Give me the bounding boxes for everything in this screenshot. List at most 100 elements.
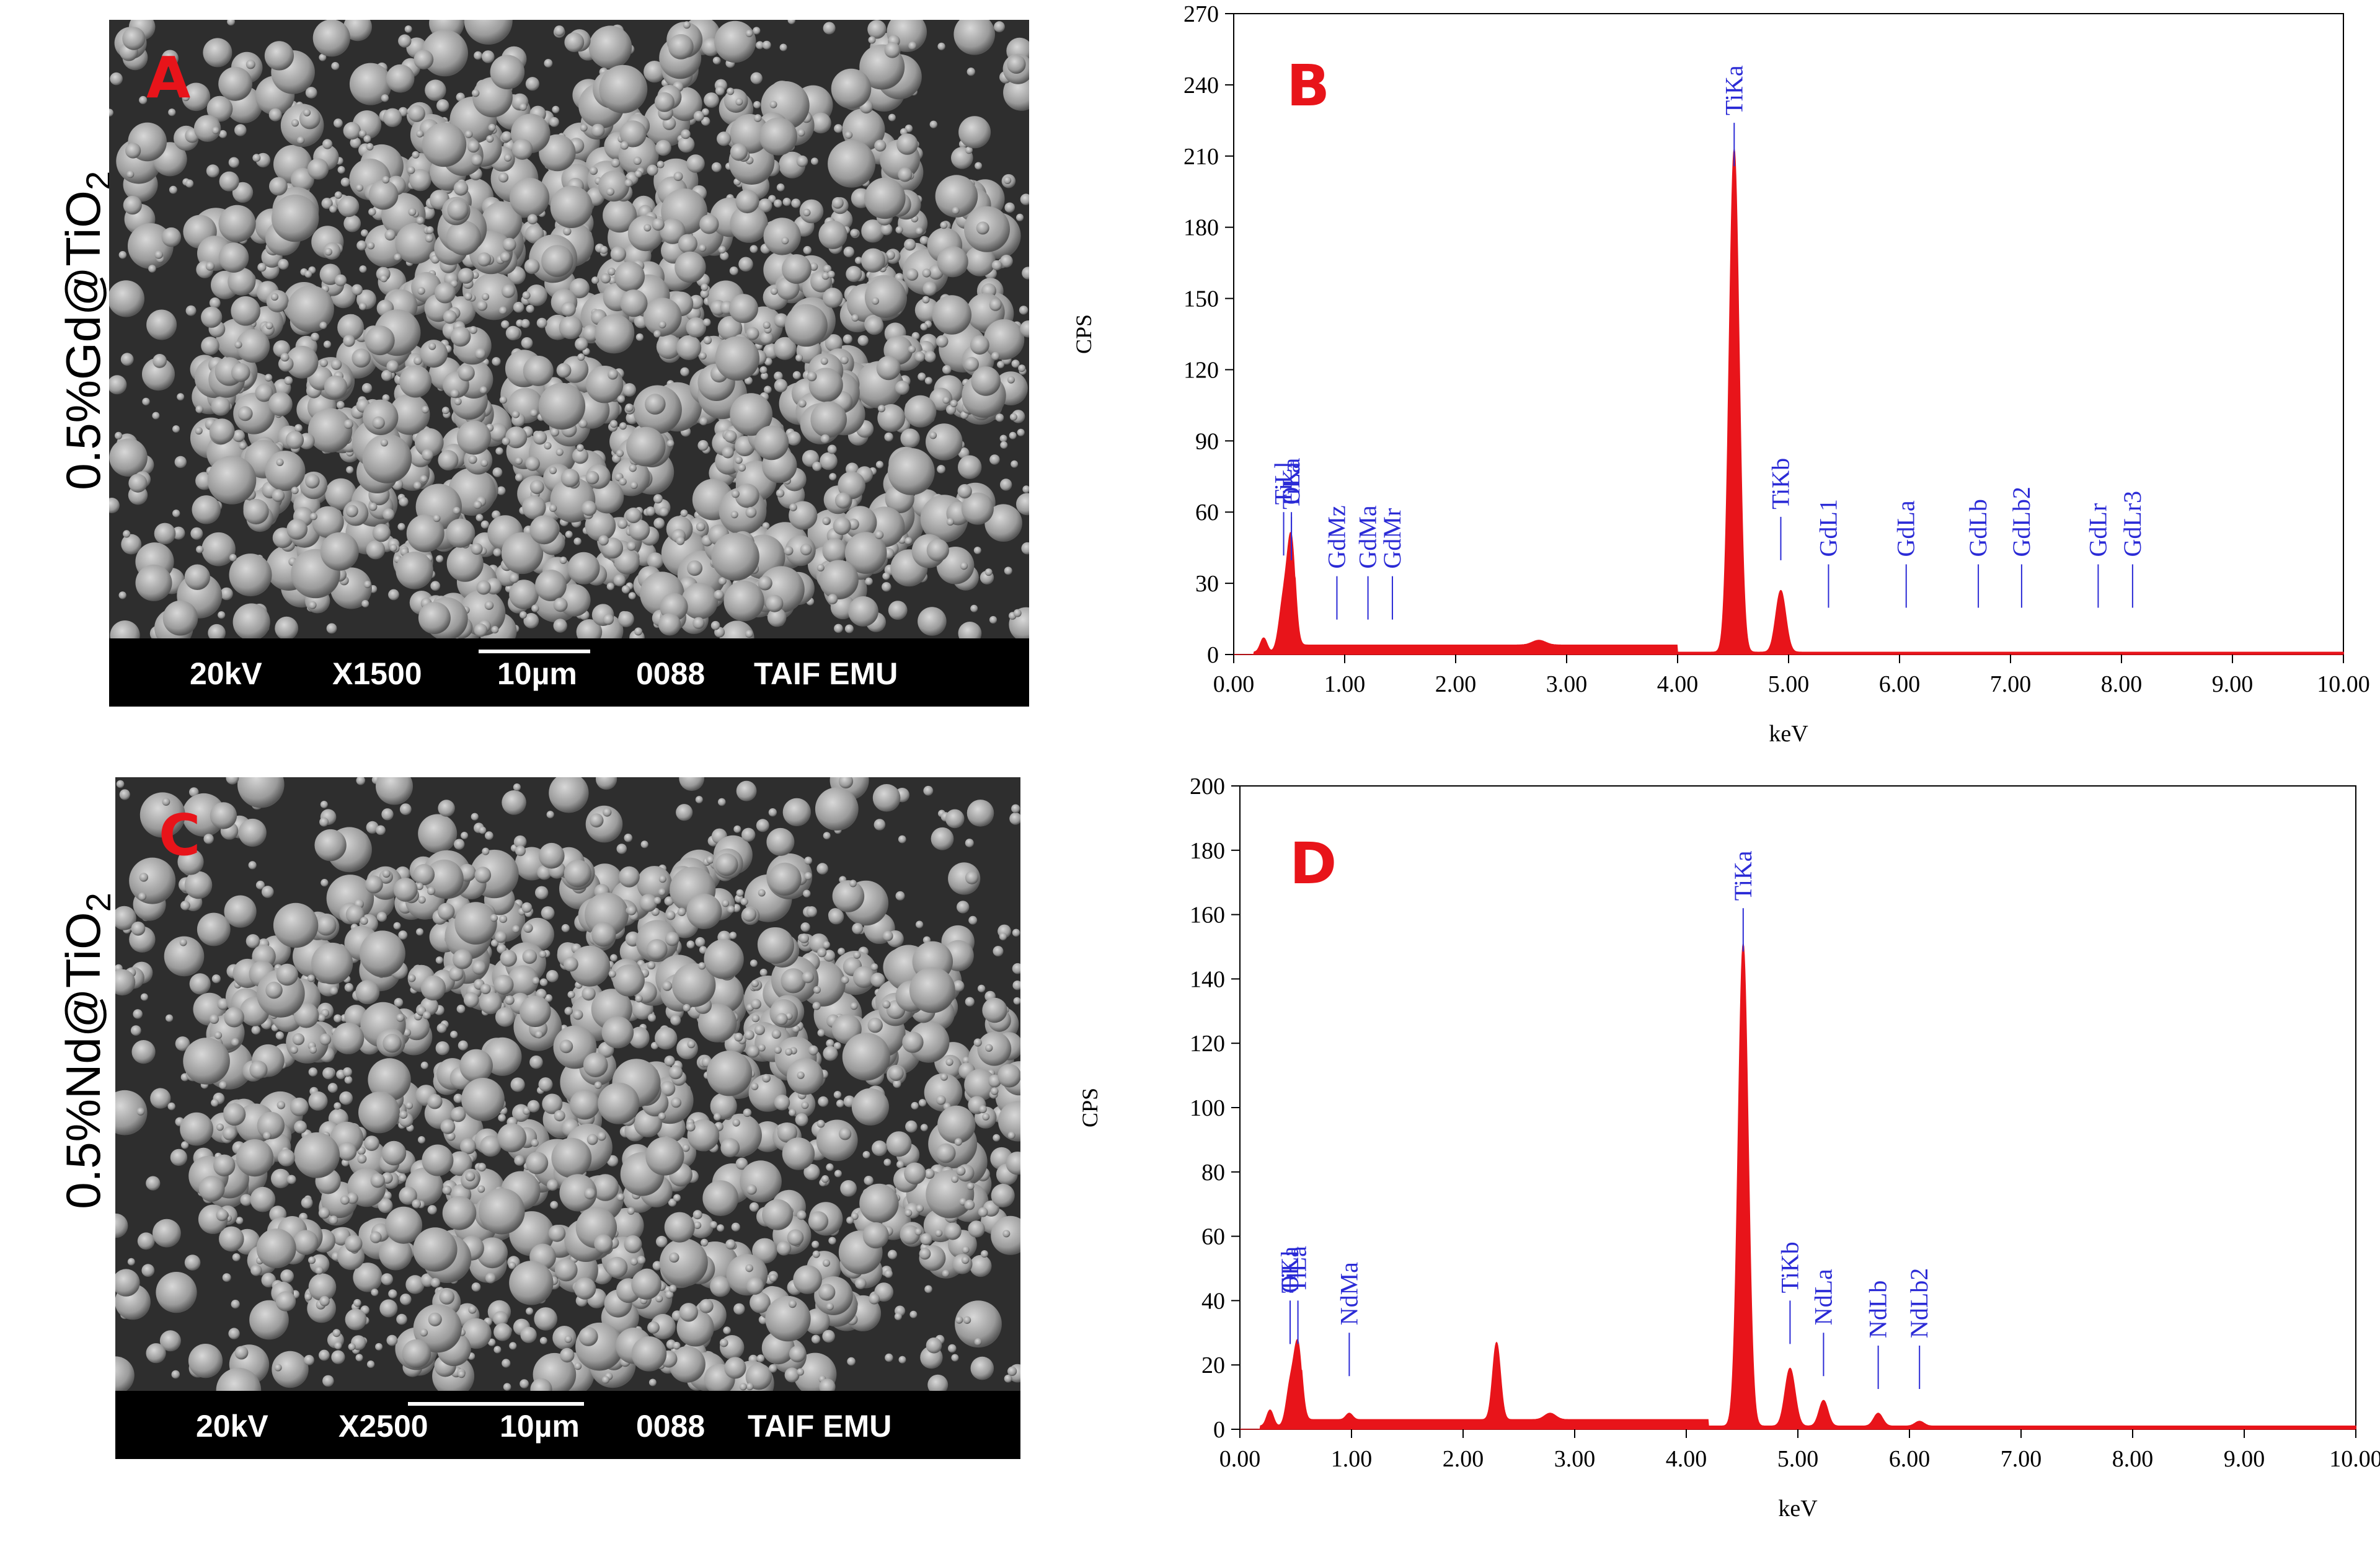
particle xyxy=(822,538,847,563)
particle xyxy=(929,431,937,439)
particle xyxy=(585,470,599,485)
particle xyxy=(554,25,565,37)
particle xyxy=(256,1228,296,1269)
particle xyxy=(808,368,843,402)
particle xyxy=(613,964,645,997)
particle xyxy=(582,500,597,516)
particle xyxy=(346,466,354,474)
particle xyxy=(882,930,893,941)
particle xyxy=(257,1111,285,1140)
particle xyxy=(741,907,757,922)
particle xyxy=(804,857,813,865)
particle xyxy=(940,1073,948,1081)
particle xyxy=(385,1206,423,1244)
particle xyxy=(766,594,784,612)
particle xyxy=(774,313,789,328)
particle xyxy=(273,902,319,948)
particle xyxy=(544,994,553,1002)
particle xyxy=(229,553,237,562)
particle xyxy=(793,1265,822,1294)
particle xyxy=(746,1277,764,1295)
particle xyxy=(491,625,499,633)
particle xyxy=(624,834,633,842)
particle xyxy=(834,1170,842,1178)
particle xyxy=(139,792,185,838)
x-tick-label: 4.00 xyxy=(1657,671,1699,697)
particle xyxy=(999,434,1007,443)
particle xyxy=(179,938,187,946)
particle xyxy=(110,72,123,86)
row-label-nd: 0.5%Nd@TiO2 xyxy=(56,893,118,1209)
particle xyxy=(270,293,279,301)
particle xyxy=(820,452,838,470)
particle xyxy=(915,227,923,235)
particle xyxy=(352,348,371,368)
particle xyxy=(633,156,642,165)
particle xyxy=(206,164,219,178)
particle xyxy=(477,1163,487,1172)
particle xyxy=(246,934,260,948)
sem-texture-c xyxy=(115,777,1020,1391)
particle xyxy=(499,396,507,404)
particle xyxy=(334,1014,342,1023)
particle xyxy=(847,1357,856,1366)
particle xyxy=(608,369,618,380)
particle xyxy=(334,191,342,199)
particle xyxy=(601,1376,610,1384)
particle xyxy=(477,252,492,267)
particle xyxy=(812,461,822,472)
particle xyxy=(263,1131,272,1140)
particle xyxy=(782,1137,815,1170)
particle xyxy=(379,1299,398,1318)
particle xyxy=(453,506,461,514)
particle xyxy=(964,1069,996,1101)
particle xyxy=(598,170,629,202)
particle xyxy=(380,275,388,283)
particle xyxy=(565,531,573,539)
particle xyxy=(936,1143,956,1163)
particle xyxy=(477,300,488,311)
particle xyxy=(756,1354,765,1362)
particle xyxy=(408,208,417,216)
x-tick-label: 6.00 xyxy=(1889,1446,1931,1472)
particle xyxy=(243,498,269,525)
particle xyxy=(922,268,931,278)
particle xyxy=(791,198,801,208)
particle xyxy=(872,297,879,305)
particle xyxy=(653,494,663,504)
particle xyxy=(776,183,785,192)
particle xyxy=(567,552,600,584)
particle xyxy=(687,1040,696,1049)
particle xyxy=(276,458,284,467)
particle xyxy=(937,1105,976,1144)
particle xyxy=(174,456,187,469)
particle xyxy=(991,351,1000,361)
particle xyxy=(735,189,759,214)
particle xyxy=(754,114,762,122)
particle xyxy=(240,1194,252,1206)
particle xyxy=(383,508,395,521)
particle xyxy=(248,861,257,870)
particle xyxy=(454,902,497,945)
particle xyxy=(365,875,383,894)
particle xyxy=(848,596,878,627)
peak-label: GdMr xyxy=(1378,508,1406,569)
particle xyxy=(109,438,148,477)
particle xyxy=(348,1343,356,1351)
particle xyxy=(182,94,190,102)
particle xyxy=(888,601,908,620)
particle xyxy=(964,356,979,372)
particle xyxy=(989,454,1000,465)
particle xyxy=(729,267,738,275)
particle xyxy=(529,515,559,545)
particle xyxy=(524,258,540,275)
y-tick-label: 150 xyxy=(1183,286,1219,312)
particle xyxy=(882,1000,891,1009)
particle xyxy=(759,331,774,345)
particle xyxy=(872,1140,888,1157)
particle xyxy=(412,151,420,159)
y-tick-label: 0 xyxy=(1207,642,1219,668)
particle xyxy=(650,1313,676,1339)
particle xyxy=(911,1101,919,1110)
x-tick-label: 1.00 xyxy=(1331,1446,1373,1472)
